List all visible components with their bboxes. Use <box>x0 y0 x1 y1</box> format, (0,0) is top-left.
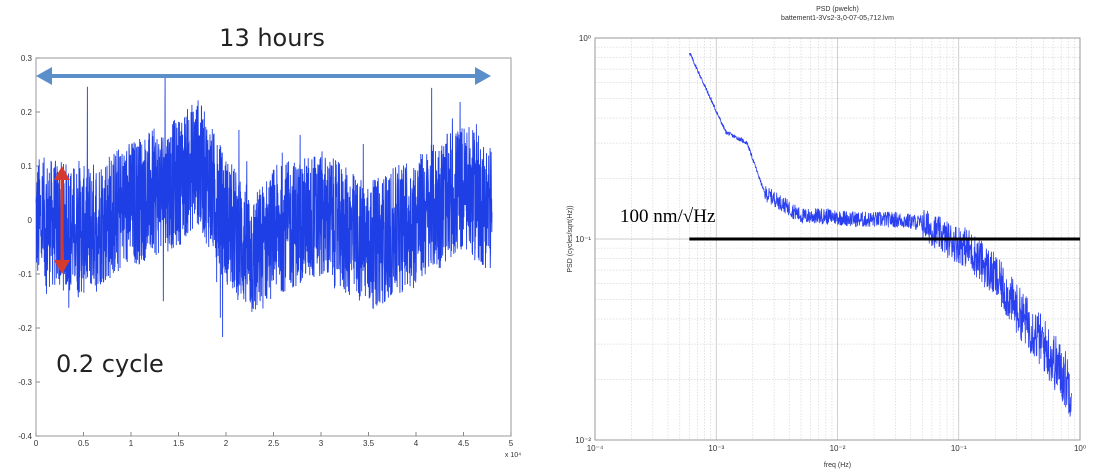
left-series-line <box>35 76 493 337</box>
amplitude-arrow-top-head <box>54 166 70 180</box>
left-xtick-label: 2.5 <box>268 439 280 448</box>
left-ytick-label: 0 <box>28 216 33 225</box>
left-ytick-label: 0.2 <box>21 108 33 117</box>
left-x-multiplier: x 10⁴ <box>505 452 521 459</box>
left-xtick-label: 4.5 <box>458 439 470 448</box>
amplitude-label: 0.2 cycle <box>56 350 164 378</box>
right-title-line1: PSD (pwelch) <box>816 6 859 13</box>
left-xtick-label: 1 <box>129 439 134 448</box>
amplitude-arrow-bottom-head <box>54 260 70 274</box>
left-ytick-label: -0.2 <box>18 324 32 333</box>
left-xtick-label: 0.5 <box>78 439 90 448</box>
right-ytick-label: 10⁻¹ <box>575 235 591 244</box>
span-label: 13 hours <box>219 24 325 52</box>
left-xtick-label: 5 <box>509 439 514 448</box>
left-xtick-label: 2 <box>224 439 229 448</box>
left-ytick-label: -0.3 <box>18 378 32 387</box>
right-ylabel: PSD (cycles/sqrt(Hz)) <box>567 205 574 272</box>
psd-series-line <box>688 52 1072 417</box>
left-xtick-label: 3 <box>319 439 324 448</box>
left-xtick-label: 0 <box>34 439 39 448</box>
right-ytick-label: 10⁰ <box>579 34 591 43</box>
span-arrow-left-head <box>36 67 52 85</box>
left-ytick-label: -0.4 <box>18 432 32 441</box>
right-xtick-label: 10⁻² <box>830 444 846 453</box>
right-xtick-label: 10⁻⁴ <box>587 444 604 453</box>
left-ytick-label: 0.3 <box>21 54 33 63</box>
right-xtick-label: 10⁰ <box>1074 444 1086 453</box>
left-xtick-label: 3.5 <box>363 439 375 448</box>
right-xlabel: freq (Hz) <box>824 462 851 469</box>
span-arrow-right-head <box>475 67 491 85</box>
right-title-line2: battement1-3Vs2-3₁0-07-05₁712.lvm <box>781 15 894 22</box>
right-ytick-label: 10⁻² <box>575 436 591 445</box>
left-xtick-label: 4 <box>414 439 419 448</box>
reference-hline-label: 100 nm/√Hz <box>620 206 715 227</box>
right-xtick-label: 10⁻³ <box>708 444 724 453</box>
right-xtick-label: 10⁻¹ <box>951 444 967 453</box>
left-ytick-label: 0.1 <box>21 162 33 171</box>
left-xtick-label: 1.5 <box>173 439 185 448</box>
left-ytick-label: -0.1 <box>18 270 32 279</box>
